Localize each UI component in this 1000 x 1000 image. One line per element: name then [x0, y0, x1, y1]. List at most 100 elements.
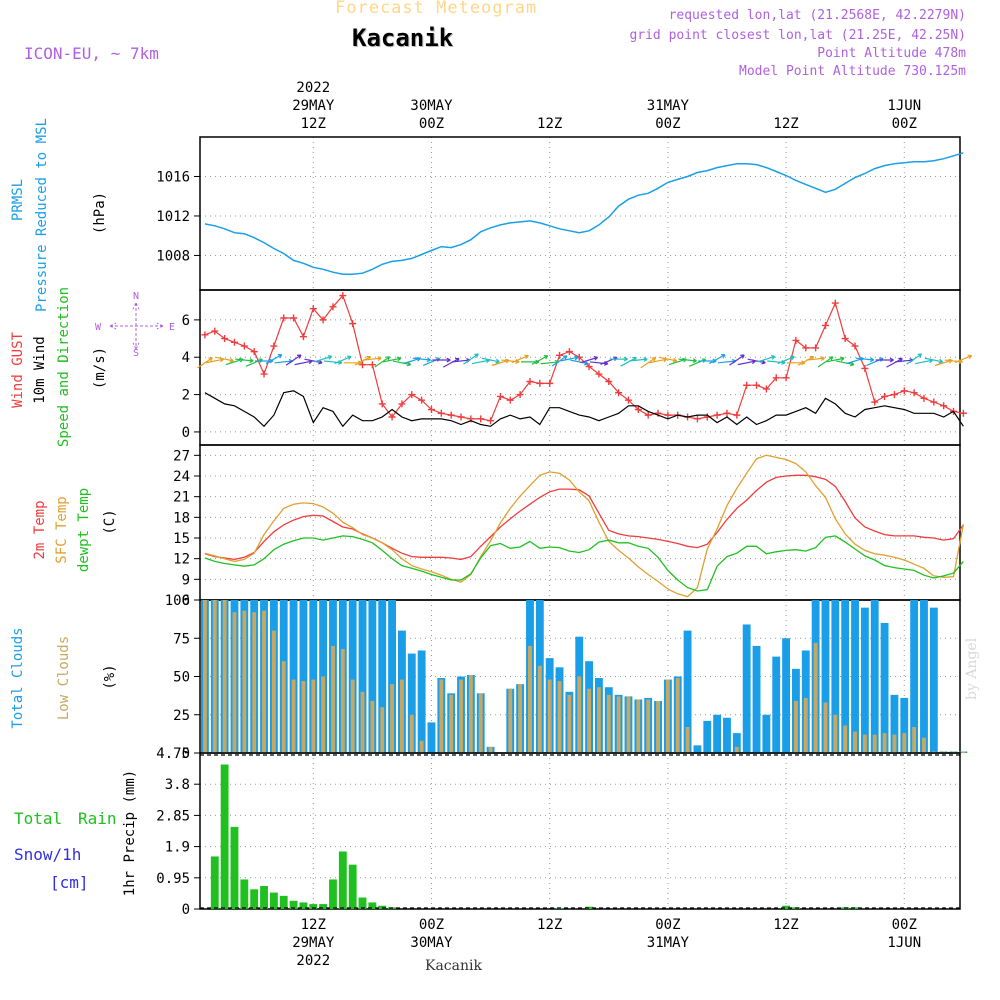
point-altitude: Point Altitude 478m	[817, 46, 966, 61]
low-cloud-bar	[340, 648, 345, 753]
time-label-year: 2022	[296, 80, 330, 96]
wind-direction-arrow	[531, 355, 549, 365]
low-cloud-bar	[508, 688, 513, 753]
wind-direction-arrow	[797, 356, 815, 366]
low-cloud-bar	[557, 681, 562, 753]
clouds-unit: (%)	[102, 664, 118, 689]
total-cloud-bar	[713, 714, 722, 753]
low-cloud-bar	[360, 691, 365, 753]
gust-marker	[792, 336, 800, 344]
low-cloud-bar	[242, 610, 247, 753]
time-label-hour: 00Z	[655, 116, 680, 132]
y-tick-label: 25	[173, 708, 190, 724]
y-tick-label: 2.85	[156, 808, 190, 824]
time-label-hour: 00Z	[892, 116, 917, 132]
wind-label: 10m Wind	[32, 336, 48, 403]
total-cloud-bar	[772, 656, 781, 753]
low-cloud-bar	[212, 600, 217, 753]
gust-marker	[201, 331, 209, 339]
low-cloud-bar	[400, 679, 404, 753]
total-cloud-bar	[860, 607, 869, 753]
rain-bar	[782, 905, 790, 909]
wind-direction-arrow	[334, 355, 352, 365]
low-cloud-bar	[419, 740, 424, 753]
model-point-altitude: Model Point Altitude 730.125m	[739, 64, 966, 79]
low-cloud-bar	[853, 731, 857, 753]
gust-marker	[624, 396, 632, 404]
wind-direction-arrow	[374, 356, 391, 368]
total-cloud-bar	[910, 600, 919, 753]
gust-marker	[378, 400, 386, 408]
y-tick-label: 21	[173, 490, 190, 506]
gust-marker	[290, 314, 298, 322]
gust-marker	[802, 344, 810, 352]
wind-direction-arrow	[817, 356, 834, 368]
total-clouds-label: Total Clouds	[10, 627, 26, 728]
gust-marker	[890, 391, 898, 399]
total-cloud-bar	[368, 600, 377, 753]
panel-clouds: 0 25 50 75 100	[165, 593, 968, 762]
low-cloud-bar	[222, 600, 227, 753]
low-cloud-bar	[912, 726, 917, 753]
rain-bar	[250, 889, 259, 909]
time-label-date: 29MAY	[292, 935, 335, 951]
y-tick-label: 4.75	[156, 746, 190, 762]
low-cloud-bar	[951, 751, 956, 753]
gust-marker	[221, 335, 229, 343]
low-cloud-bar	[488, 746, 493, 753]
wind-direction-arrow	[826, 356, 845, 363]
precip-unit: 1hr Precip (mm)	[122, 770, 138, 896]
gust-marker	[447, 411, 455, 419]
y-tick-label: 6	[182, 313, 190, 329]
y-tick-label: 0	[182, 425, 190, 441]
y-tick-label: 1008	[156, 248, 190, 264]
bottom-time-axis: 12Z 29MAY 2022 00Z 30MAY 12Z 00Z 31MAY 12Z 00Z 1JU…	[292, 917, 921, 969]
top-time-axis: 2022 29MAY 12Z 30MAY 00Z 12Z 31MAY 00Z 12Z 1JUN 00…	[292, 80, 921, 132]
time-label-date: 31MAY	[647, 98, 690, 114]
gust-marker	[349, 320, 357, 328]
total-cloud-bar	[683, 630, 692, 753]
gust-marker	[664, 411, 672, 419]
rain-bar	[378, 905, 387, 909]
precip-rain-label: Rain	[78, 809, 117, 828]
wind-direction-arrow	[197, 357, 213, 369]
rain-bar	[230, 826, 239, 909]
wind-direction-arrow	[729, 354, 745, 366]
panel-wind: 0 2 4 6	[182, 289, 973, 446]
wind-direction-arrow	[906, 353, 923, 365]
wind-direction-arrow	[551, 355, 568, 367]
gust-marker	[230, 338, 238, 346]
wind-direction-arrow	[463, 353, 479, 365]
gust-marker	[881, 392, 889, 400]
wind-direction-arrow	[383, 356, 402, 363]
rain-bar	[289, 900, 298, 909]
y-tick-label: 2	[182, 388, 190, 404]
gust-marker	[408, 391, 416, 399]
y-tick-label: 12	[173, 552, 190, 568]
time-label-hour: 00Z	[419, 917, 444, 933]
gust-marker	[270, 342, 278, 350]
time-label-hour: 12Z	[301, 116, 326, 132]
wind-direction-arrow	[609, 356, 628, 362]
dewpt-temp-label: dewpt Temp	[76, 488, 92, 572]
low-cloud-bar	[547, 679, 552, 753]
gust-marker	[250, 348, 258, 356]
rain-bar	[210, 856, 219, 909]
gust-marker	[605, 378, 613, 386]
low-cloud-bar	[271, 630, 276, 753]
low-cloud-bar	[961, 751, 966, 753]
time-label-date: 29MAY	[292, 98, 335, 114]
grid-point-coordinates: grid point closest lon,lat (21.25E, 42.2…	[629, 28, 966, 43]
total-cloud-bar	[929, 607, 938, 753]
low-cloud-bar	[577, 676, 582, 753]
rain-bar	[240, 879, 249, 909]
pressure-line	[204, 152, 964, 275]
requested-coordinates: requested lon,lat (21.2568E, 42.2279N)	[668, 8, 966, 23]
time-label-year: 2022	[296, 953, 330, 969]
pressure-unit: (hPa)	[92, 192, 108, 234]
y-tick-label: 4	[182, 350, 190, 366]
wind-direction-arrow	[363, 356, 382, 361]
precip-total-label: Total	[14, 809, 62, 828]
gust-marker	[427, 406, 435, 414]
